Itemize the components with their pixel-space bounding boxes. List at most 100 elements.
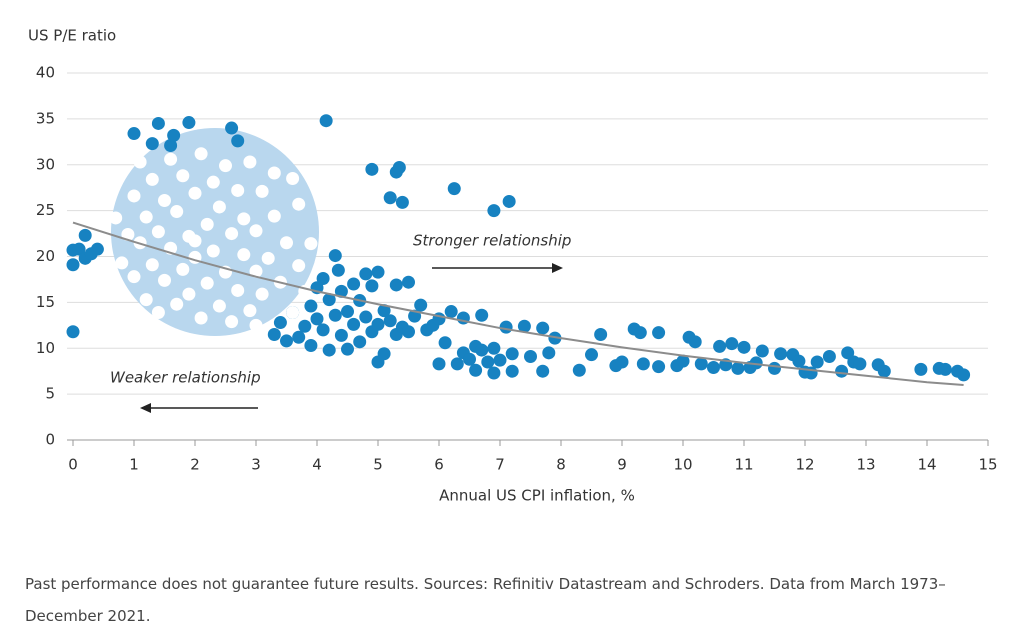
point [633, 326, 647, 340]
point [395, 195, 409, 209]
point [249, 224, 263, 238]
point [469, 363, 483, 377]
x-tick-label: 1 [129, 456, 139, 474]
y-tick-label: 0 [45, 431, 55, 449]
point [347, 317, 361, 331]
point [377, 347, 391, 361]
point [328, 249, 342, 263]
x-tick-label: 10 [673, 456, 692, 474]
point [371, 265, 385, 279]
point [158, 194, 171, 208]
point [774, 347, 788, 361]
point [286, 305, 300, 319]
point [292, 197, 306, 211]
point [353, 335, 367, 349]
point [267, 166, 281, 180]
trend-line [72, 221, 964, 386]
arrow-head [552, 263, 563, 273]
point [225, 315, 239, 329]
point [212, 299, 226, 313]
point [542, 346, 556, 360]
point [319, 114, 333, 128]
point [652, 326, 666, 340]
point [219, 159, 232, 173]
point [231, 183, 245, 197]
point [792, 354, 806, 368]
point [341, 305, 354, 319]
point [255, 287, 269, 301]
point [749, 356, 763, 370]
x-tick-label: 13 [856, 456, 875, 474]
point [853, 357, 867, 371]
point [212, 200, 226, 214]
point [938, 362, 952, 376]
point [237, 248, 251, 262]
point [188, 234, 202, 248]
point [182, 116, 196, 130]
point [475, 308, 489, 322]
point [66, 258, 80, 272]
point [249, 318, 263, 332]
point [392, 161, 406, 175]
point [636, 357, 650, 371]
point [447, 182, 461, 196]
point [444, 305, 458, 319]
point [365, 279, 379, 293]
point [804, 366, 818, 380]
point [78, 228, 92, 242]
point [432, 357, 446, 371]
point [176, 262, 190, 276]
point [243, 155, 257, 169]
point [176, 169, 190, 183]
point [225, 227, 239, 241]
x-tick-label: 4 [312, 456, 322, 474]
point [194, 311, 208, 325]
point [822, 350, 836, 364]
annotation: Stronger relationship [413, 232, 571, 250]
point [133, 155, 147, 169]
point [304, 299, 318, 313]
point [487, 341, 501, 355]
point [328, 308, 342, 322]
y-tick-label: 15 [36, 293, 55, 311]
y-tick-label: 5 [45, 385, 55, 403]
y-tick-label: 10 [36, 339, 55, 357]
point [109, 211, 123, 225]
point [139, 293, 153, 307]
point [594, 327, 608, 341]
point [292, 330, 306, 344]
y-tick-label: 20 [36, 247, 55, 265]
point [957, 368, 971, 382]
point [438, 336, 452, 350]
point [383, 191, 397, 205]
point [158, 273, 171, 287]
point [316, 272, 330, 286]
point [755, 344, 769, 358]
point [676, 354, 690, 368]
x-tick-label: 7 [495, 456, 505, 474]
point [536, 364, 550, 378]
x-tick-label: 2 [190, 456, 200, 474]
point [694, 357, 708, 371]
point [841, 346, 855, 360]
point [170, 297, 184, 311]
arrow-head [140, 403, 151, 413]
point [505, 364, 519, 378]
point [127, 189, 141, 203]
point [652, 360, 666, 374]
point [249, 264, 263, 278]
point [731, 361, 745, 375]
y-tick-label: 35 [36, 109, 55, 127]
point [713, 339, 727, 353]
point [167, 128, 181, 142]
point [517, 319, 531, 333]
point [463, 352, 476, 366]
point [182, 287, 196, 301]
point [316, 323, 330, 337]
x-tick-label: 12 [795, 456, 814, 474]
point [331, 263, 345, 277]
x-tick-label: 11 [734, 456, 753, 474]
point [371, 317, 385, 331]
point [292, 259, 306, 273]
y-tick-label: 25 [36, 201, 55, 219]
